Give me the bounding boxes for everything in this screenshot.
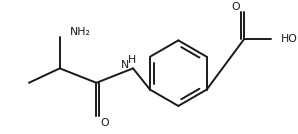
Text: NH₂: NH₂ (70, 27, 91, 37)
Text: O: O (231, 2, 240, 12)
Text: HO: HO (280, 34, 297, 44)
Text: N: N (121, 60, 129, 70)
Text: O: O (100, 118, 109, 128)
Text: H: H (128, 55, 136, 65)
